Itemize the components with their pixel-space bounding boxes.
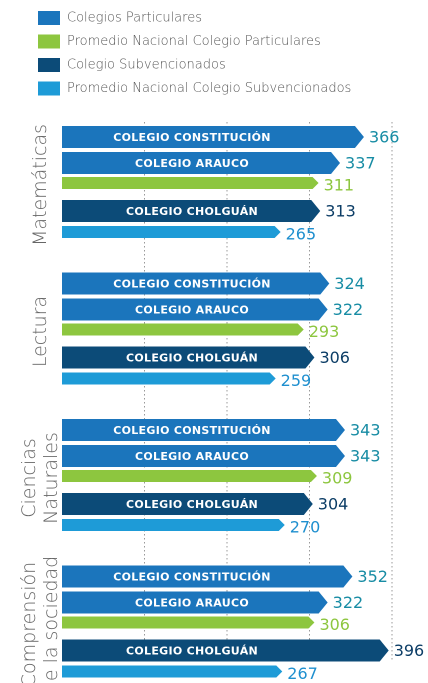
value-label: 337 [345,154,376,173]
bar [62,445,345,467]
bar [62,126,364,148]
bar-inner-label: COLEGIO CHOLGUÁN [126,645,258,658]
bar [62,272,330,295]
bar [62,419,345,441]
bar [62,177,319,189]
bar [62,665,283,678]
value-label: 322 [333,593,364,612]
category-label: CienciasNaturales [18,432,62,524]
bar [62,200,321,222]
bar-inner-label: COLEGIO CHOLGUÁN [126,205,258,218]
bar [62,470,317,482]
value-label: 396 [394,641,425,660]
bar-inner-label: COLEGIO CONSTITUCIÓN [113,278,271,291]
value-label: 324 [334,274,365,293]
bar-inner-label: COLEGIO CHOLGUÁN [126,498,258,511]
value-label: 313 [325,202,356,221]
category-label: Lectura [29,296,51,367]
value-label: 352 [357,567,388,586]
value-label: 293 [309,322,340,341]
value-label: 267 [287,664,318,683]
legend-swatch [38,58,60,72]
bar-inner-label: COLEGIO ARAUCO [135,597,249,610]
value-label: 309 [322,469,353,488]
legend-label: Promedio Nacional Colegio Particulares [67,34,321,49]
value-label: 270 [290,518,321,537]
bar-inner-label: COLEGIO ARAUCO [135,157,249,170]
bar-inner-label: COLEGIO CHOLGUÁN [126,352,258,365]
bar-inner-label: COLEGIO CONSTITUCIÓN [113,131,271,144]
category-label: Matemáticas [29,124,51,246]
bar-inner-label: COLEGIO CONSTITUCIÓN [113,424,271,437]
category-label: Comprensiónde la sociedad [18,556,62,683]
value-label: 343 [350,421,381,440]
value-label: 343 [350,447,381,466]
legend-swatch [38,34,60,49]
bar [62,639,389,662]
bar [62,226,281,238]
value-label: 306 [319,615,350,634]
legend-label: Colegio Subvencionados [67,58,226,73]
bar [62,346,315,369]
bar [62,616,315,629]
value-label: 322 [333,300,364,319]
legend-label: Promedio Nacional Colegio Subvencionados [67,81,351,96]
value-label: 265 [286,225,317,244]
value-label: 366 [369,128,400,147]
bar [62,323,304,336]
legend-swatch [38,11,60,25]
bar [62,298,328,321]
value-label: 259 [281,371,312,390]
value-label: 304 [318,495,349,514]
bar-inner-label: COLEGIO ARAUCO [135,450,249,463]
bar [62,519,285,531]
value-label: 306 [319,348,350,367]
bar [62,372,276,385]
value-label: 311 [324,176,355,195]
bar [62,493,313,515]
bar-inner-label: COLEGIO ARAUCO [135,304,249,317]
bar [62,591,328,614]
bar-inner-label: COLEGIO CONSTITUCIÓN [113,571,271,584]
bar [62,152,341,174]
legend-label: Colegios Particulares [67,11,202,26]
legend-swatch [38,81,60,96]
bar [62,565,353,588]
